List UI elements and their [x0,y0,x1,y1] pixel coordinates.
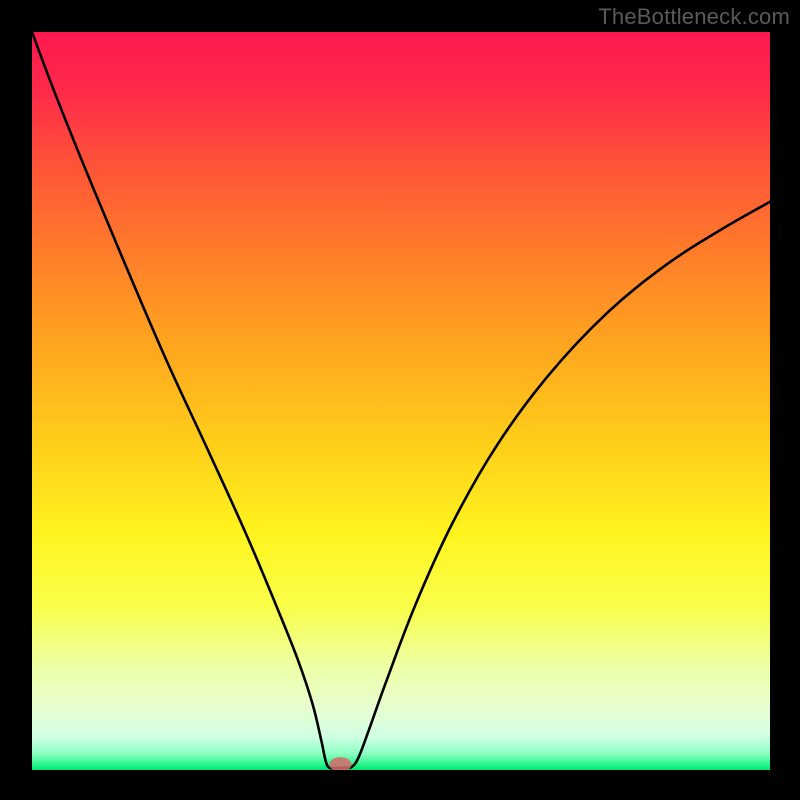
chart-frame: TheBottleneck.com [0,0,800,800]
chart-svg [32,32,770,770]
gradient-background [32,32,770,770]
plot-area [32,32,770,770]
watermark-text: TheBottleneck.com [598,4,790,30]
